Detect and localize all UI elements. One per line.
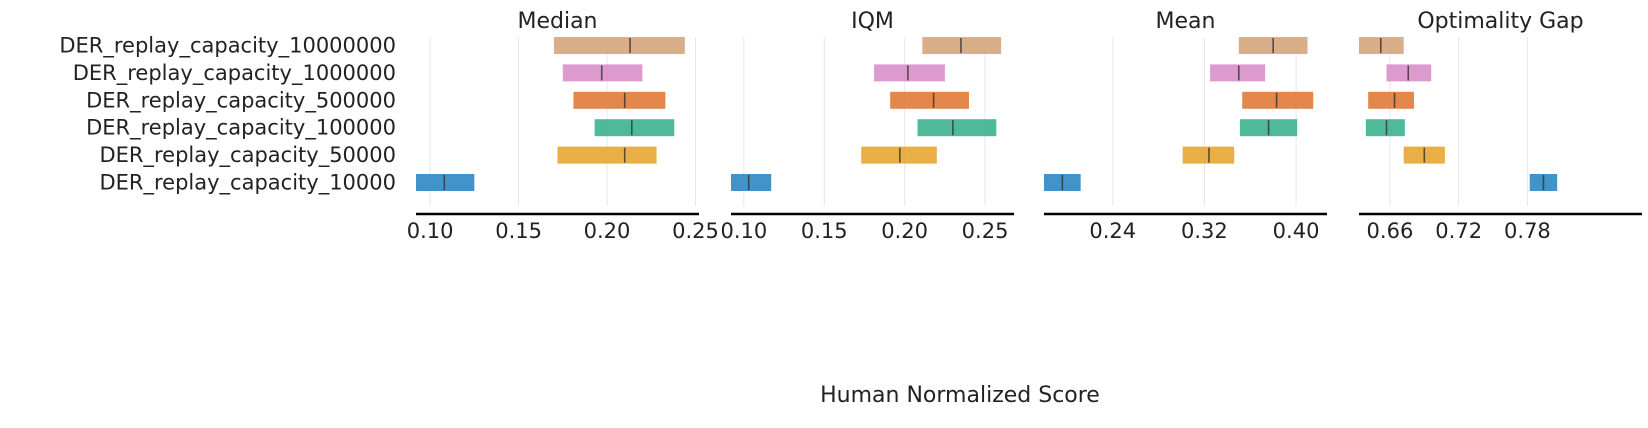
tick-label: 0.10 [407,219,454,243]
interval-bar [1365,119,1405,137]
interval-bar [1368,91,1414,109]
interval-bar [416,174,475,191]
interval-bar [731,174,772,191]
interval-bar [890,91,969,109]
row-label: DER_replay_capacity_10000 [99,171,396,196]
row-label: DER_replay_capacity_10000000 [59,34,396,59]
tick-label: 0.25 [962,219,1009,243]
row-label: DER_replay_capacity_50000 [99,143,396,168]
interval-bar [1210,64,1266,82]
x-axis-label: Human Normalized Score [820,383,1100,408]
interval-bar [562,64,643,82]
row-label: DER_replay_capacity_500000 [86,88,396,113]
interval-bar [861,146,937,164]
tick-label: 0.15 [801,219,848,243]
tick-label: 0.66 [1367,219,1414,243]
tick-label: 0.78 [1504,219,1551,243]
tick-label: 0.20 [881,219,928,243]
tick-label: 0.15 [495,219,542,243]
panel-title: IQM [851,9,894,34]
tick-label: 0.20 [584,219,631,243]
row-label: DER_replay_capacity_100000 [86,116,396,141]
panel-title: Mean [1156,9,1216,34]
interval-bar [922,37,1002,54]
interval-bar [557,146,657,164]
panel-title: Median [517,9,597,34]
tick-label: 0.10 [720,219,767,243]
tick-label: 0.24 [1089,219,1136,243]
tick-label: 0.32 [1181,219,1228,243]
tick-label: 0.25 [672,219,719,243]
tick-label: 0.72 [1435,219,1482,243]
interval-bar [917,119,997,137]
row-label: DER_replay_capacity_1000000 [73,61,396,86]
tick-label: 0.40 [1273,219,1320,243]
interval-bar [553,37,685,54]
interval-bar [874,64,945,82]
interval-bar [573,91,666,109]
interval-bar [1242,91,1314,109]
panel-title: Optimality Gap [1417,9,1583,34]
interval-bar [594,119,675,137]
